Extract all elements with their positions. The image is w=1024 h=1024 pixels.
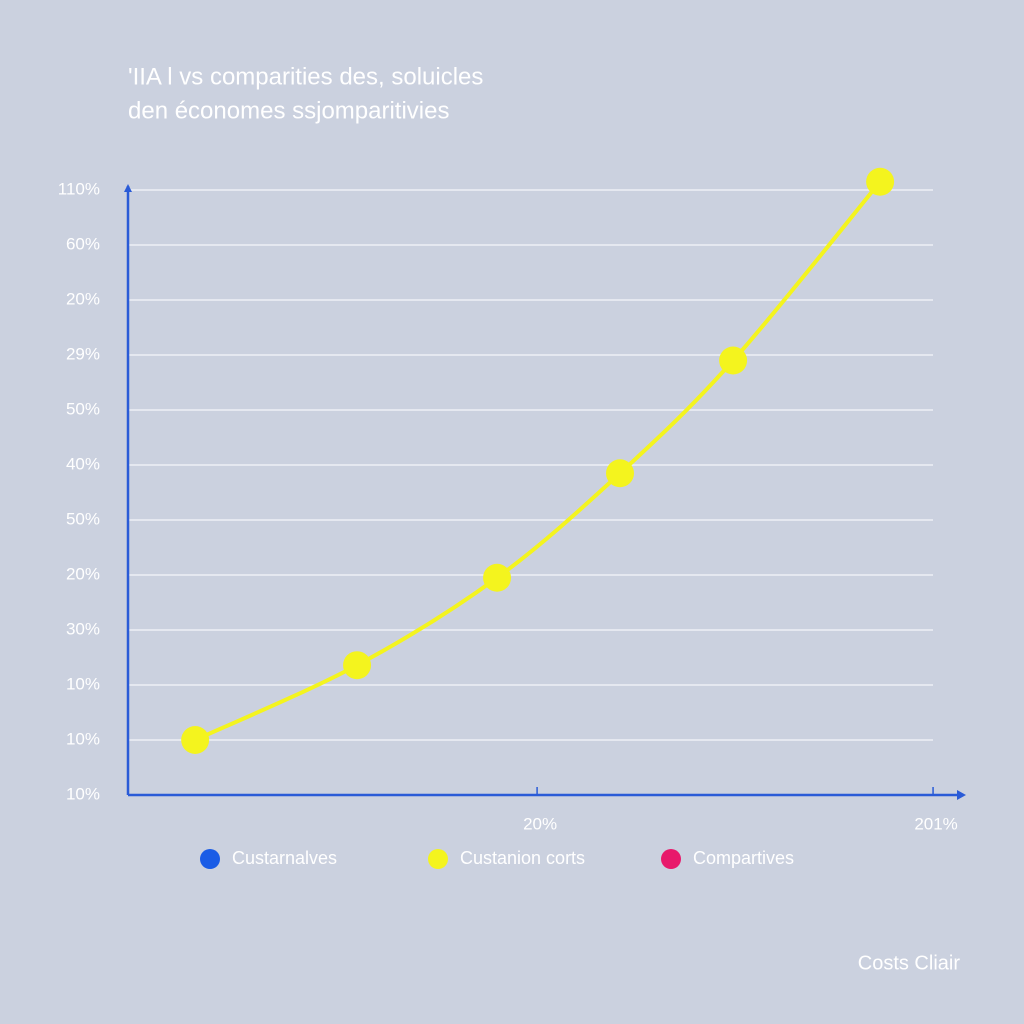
- y-tick-label: 40%: [66, 454, 100, 473]
- y-tick-label: 30%: [66, 619, 100, 638]
- x-tick-label: 201%: [914, 814, 957, 833]
- y-tick-label: 60%: [66, 234, 100, 253]
- x-axis-arrow: [957, 790, 966, 800]
- y-tick-label: 10%: [66, 729, 100, 748]
- chart-subtitle: den économes ssjomparitivies: [128, 97, 449, 124]
- data-point: [343, 651, 372, 680]
- legend-label: Compartives: [693, 848, 794, 868]
- legend-swatch: [200, 849, 220, 869]
- y-tick-label: 20%: [66, 564, 100, 583]
- y-tick-label: 110%: [58, 179, 100, 198]
- legend-swatch: [428, 849, 448, 869]
- footer-note: Costs Cliair: [858, 952, 961, 974]
- x-tick-label: 20%: [523, 814, 557, 833]
- data-point: [719, 346, 748, 375]
- data-point: [483, 563, 512, 592]
- y-tick-label: 20%: [66, 289, 100, 308]
- legend-label: Custanion corts: [460, 848, 585, 868]
- y-axis-arrow: [124, 184, 132, 192]
- data-line: [194, 180, 882, 742]
- y-tick-label: 10%: [66, 674, 100, 693]
- y-tick-label: 29%: [66, 344, 100, 363]
- legend-swatch: [661, 849, 681, 869]
- y-tick-label: 10%: [66, 784, 100, 803]
- data-point: [181, 726, 210, 754]
- data-point: [606, 459, 635, 488]
- legend-label: Custarnalves: [232, 848, 337, 868]
- chart-title: 'IIA l vs comparities des, soluicles: [128, 63, 483, 90]
- y-tick-label: 50%: [66, 399, 100, 418]
- data-point: [866, 167, 895, 196]
- y-tick-label: 50%: [66, 509, 100, 528]
